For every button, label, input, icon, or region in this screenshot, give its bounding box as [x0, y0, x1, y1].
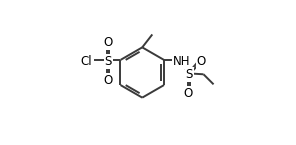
Text: S: S	[104, 55, 112, 68]
Text: O: O	[104, 36, 113, 49]
Text: O: O	[104, 74, 113, 87]
Text: O: O	[183, 87, 192, 99]
Text: Cl: Cl	[81, 55, 92, 68]
Text: NH: NH	[173, 55, 190, 68]
Text: O: O	[197, 55, 206, 68]
Text: S: S	[186, 68, 193, 81]
